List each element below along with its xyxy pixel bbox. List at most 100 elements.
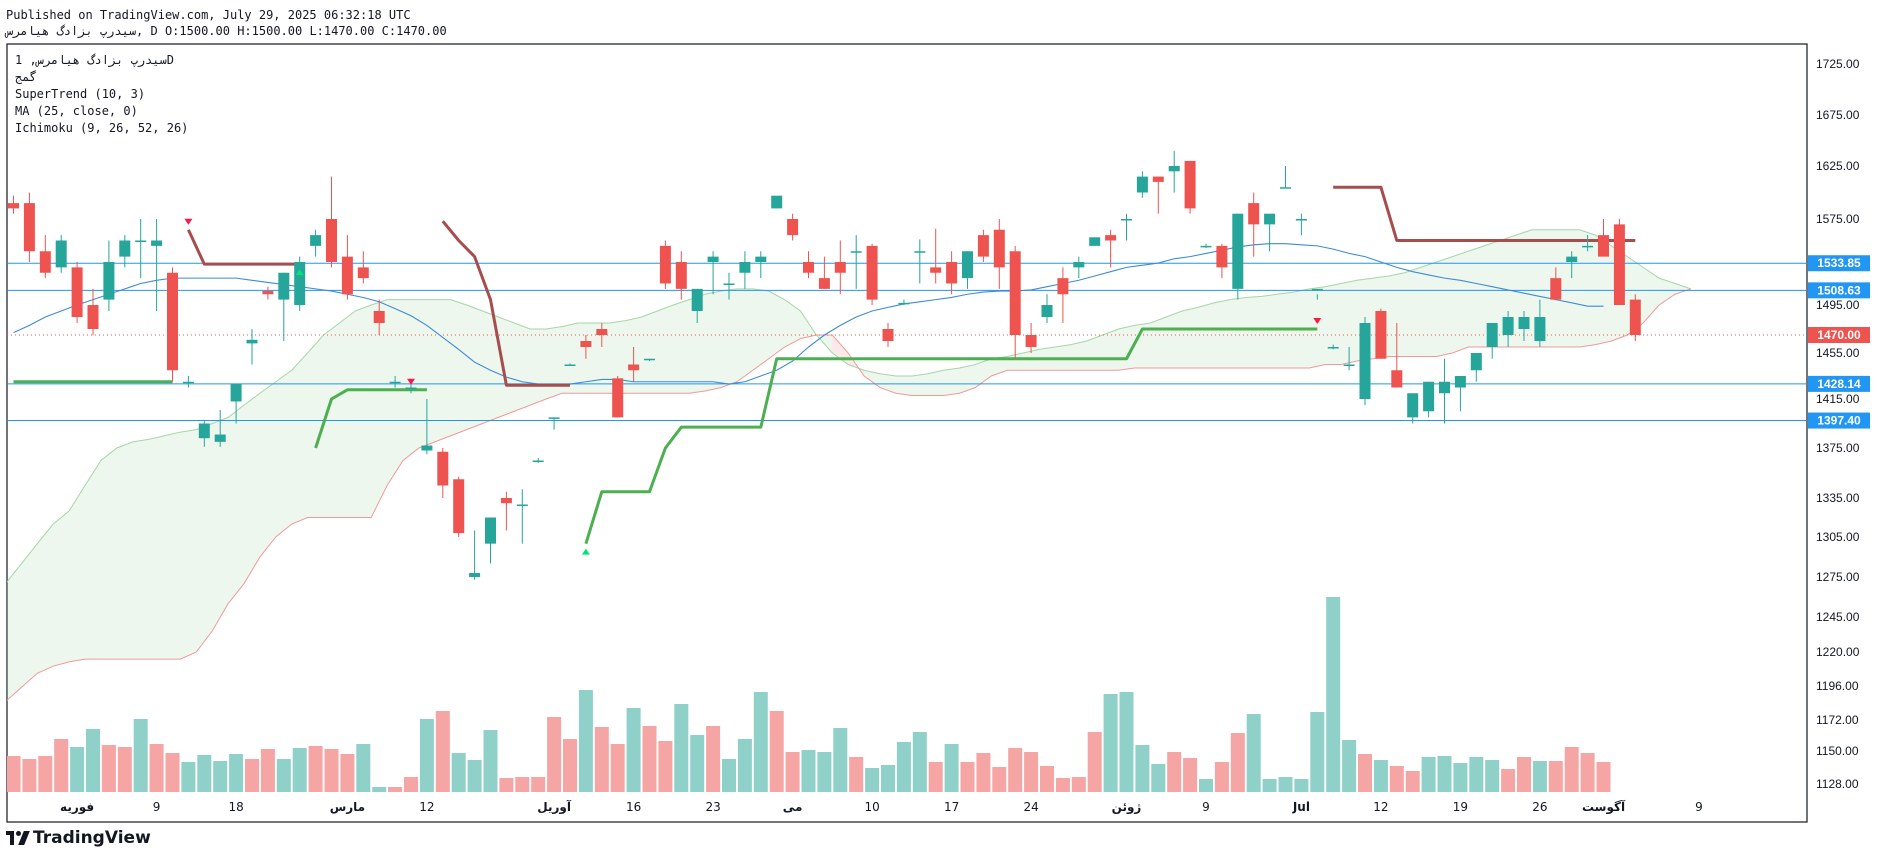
volume-bar <box>1469 757 1484 792</box>
candle-body <box>675 262 687 289</box>
candle-body <box>1550 278 1562 300</box>
volume-bar <box>706 726 721 792</box>
supertrend-buy-arrow <box>295 269 304 276</box>
volume-bar <box>928 762 943 792</box>
candle-body <box>103 262 115 300</box>
volume-bar <box>849 757 864 792</box>
candle-body <box>294 262 306 305</box>
volume-bar <box>1024 752 1039 792</box>
volume-bar <box>1405 771 1420 792</box>
legend-ichimoku[interactable]: Ichimoku (9, 26, 52, 26) <box>15 121 189 135</box>
candle-body <box>373 311 385 323</box>
volume-bar <box>896 742 911 792</box>
candle-body <box>1327 347 1339 349</box>
volume-bar <box>435 711 450 792</box>
volume-bar <box>960 762 975 792</box>
time-tick-label: 9 <box>153 800 161 814</box>
price-tick-label: 1675.00 <box>1816 108 1860 122</box>
volume-bar <box>865 768 880 792</box>
time-tick-label: فوریه <box>60 800 94 815</box>
candle-body <box>548 417 560 419</box>
level-label: 1508.63 <box>1817 283 1861 297</box>
candle-body <box>834 262 846 273</box>
volume-bar <box>1437 756 1452 792</box>
published-line: Published on TradingView.com, July 29, 2… <box>6 8 411 22</box>
volume-bar <box>1151 764 1166 792</box>
volume-bar <box>1135 745 1150 792</box>
volume-bar <box>372 787 387 792</box>
volume-bar <box>1342 740 1357 792</box>
candle-body <box>198 423 210 439</box>
candle-body <box>914 251 926 253</box>
volume-bar <box>642 726 657 792</box>
volume-bar <box>499 778 514 792</box>
volume-bar <box>38 756 53 792</box>
time-tick-label: 23 <box>705 800 720 814</box>
candle-body <box>787 219 799 236</box>
volume-bar <box>976 753 991 792</box>
volume-bar <box>1310 712 1325 792</box>
legend-ma[interactable]: MA (25, close, 0) <box>15 104 138 118</box>
price-tick-label: 1150.00 <box>1816 744 1859 758</box>
volume-bar <box>1055 778 1070 792</box>
price-tick-label: 1245.00 <box>1816 610 1860 624</box>
time-tick-label: 9 <box>1695 800 1703 814</box>
candle-body <box>803 262 814 273</box>
candle-body <box>977 235 989 257</box>
level-label-box <box>1808 282 1870 299</box>
candle-body <box>500 498 512 504</box>
time-tick-label: 19 <box>1453 800 1468 814</box>
plot-frame <box>6 43 1808 823</box>
volume-bar <box>1358 754 1372 792</box>
volume-bar <box>1119 692 1134 792</box>
volume-bar <box>324 749 339 792</box>
volume-bar <box>578 690 593 792</box>
time-tick-label: مارس <box>330 800 365 814</box>
price-tick-label: 1220.00 <box>1816 645 1860 659</box>
volume-bar <box>690 735 705 792</box>
candle-body <box>1534 317 1546 341</box>
legend-supertrend[interactable]: SuperTrend (10, 3) <box>15 87 146 101</box>
volume-bar <box>260 749 275 792</box>
price-tick-label: 1275.00 <box>1816 570 1860 584</box>
candle-body <box>1264 213 1276 225</box>
candle-body <box>1502 317 1514 335</box>
volume-bar <box>133 719 148 792</box>
level-label-box <box>1808 255 1870 272</box>
candle-body <box>1295 219 1307 221</box>
candle-body <box>580 341 592 347</box>
volume-bar <box>340 754 355 792</box>
volume-bar <box>245 759 259 792</box>
volume-bar <box>86 729 100 792</box>
candle-body <box>1454 376 1466 388</box>
price-tick-label: 1625.00 <box>1816 159 1860 173</box>
candle-body <box>278 272 290 300</box>
volume-bar <box>531 777 546 792</box>
ichimoku-span-b <box>7 288 1692 701</box>
time-tick-label: 18 <box>228 800 243 814</box>
candle-body <box>453 479 465 534</box>
time-tick-label: 26 <box>1532 800 1547 814</box>
candle-body <box>1152 176 1164 182</box>
volume-bar <box>213 761 228 792</box>
volume-bar <box>674 704 689 792</box>
candle-body <box>1025 335 1037 347</box>
ichimoku-cloud-bear <box>832 335 865 376</box>
volume-bar <box>181 762 196 792</box>
volume-bar <box>117 747 132 792</box>
price-tick-label: 1196.00 <box>1816 679 1859 693</box>
volume-bar <box>1103 694 1118 792</box>
level-label-box <box>1808 412 1870 429</box>
volume-bar <box>912 732 927 792</box>
candle-body <box>405 387 417 389</box>
supertrend-line <box>187 229 300 266</box>
volume-bar <box>1214 762 1229 792</box>
candle-body <box>532 460 544 462</box>
supertrend-line <box>1333 185 1636 242</box>
candle-body <box>755 256 767 262</box>
candle-body <box>1009 251 1021 335</box>
level-label: 1397.40 <box>1817 414 1861 428</box>
time-tick-label: 9 <box>1202 800 1210 814</box>
candle-body <box>1280 187 1291 189</box>
